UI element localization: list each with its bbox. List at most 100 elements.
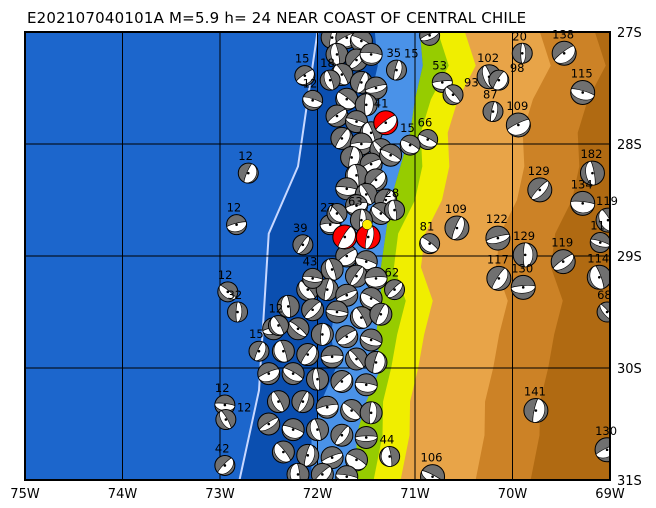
beachball-center <box>360 218 363 222</box>
cluster-event <box>315 278 339 302</box>
cluster-event <box>335 177 359 201</box>
beachball-center <box>235 223 238 226</box>
depth-label: 12 <box>269 301 284 315</box>
beachball-center <box>296 327 300 331</box>
beachball-center <box>325 288 329 291</box>
beachball-center <box>523 253 527 257</box>
beachball-dilatation <box>507 119 531 136</box>
depth-label: 138 <box>552 27 574 41</box>
cluster-event <box>335 244 359 268</box>
cluster-event <box>364 76 388 100</box>
depth-label: 12 <box>238 149 253 163</box>
depth-label: 102 <box>477 51 499 65</box>
event <box>442 84 464 106</box>
beachball-center <box>364 193 368 196</box>
beachball-center <box>562 51 566 55</box>
beachball-center <box>350 156 353 159</box>
beachball-center <box>223 403 227 407</box>
beachball-center <box>345 293 349 297</box>
event <box>594 437 610 463</box>
depth-label: 11 <box>590 219 605 233</box>
map-frame <box>24 31 611 481</box>
event <box>302 89 324 111</box>
cluster-event <box>276 294 300 318</box>
depth-label: 44 <box>380 432 395 446</box>
cluster-event <box>345 347 368 371</box>
event <box>523 398 549 424</box>
depth-label: 15 <box>295 52 310 66</box>
depth-label: 43 <box>303 254 318 268</box>
beachball-center <box>355 58 358 62</box>
cluster-event <box>325 300 349 324</box>
event <box>595 207 610 233</box>
cluster-event <box>325 42 349 66</box>
cluster-event <box>379 143 403 167</box>
target-event <box>332 224 358 250</box>
beachball-center <box>296 473 300 476</box>
event <box>319 69 341 91</box>
event <box>217 281 239 303</box>
depth-label: 66 <box>418 116 433 130</box>
event <box>326 202 348 224</box>
beachball-center <box>395 68 398 72</box>
beachball-dilatation <box>595 444 610 459</box>
beachball-center <box>369 53 373 56</box>
beachball-center <box>497 78 501 82</box>
beachball-center <box>340 433 344 437</box>
beachball-center <box>369 338 373 342</box>
event <box>399 134 421 156</box>
cluster-event <box>364 266 388 290</box>
beachball-center <box>301 243 305 247</box>
beachball-dilatation <box>312 367 320 391</box>
depth-label: 114 <box>587 251 609 265</box>
beachball-center <box>426 138 429 141</box>
beachball-center <box>223 464 227 467</box>
beachball-dilatation <box>337 226 356 249</box>
event <box>550 249 576 275</box>
beachball-center <box>345 254 349 258</box>
beachball-center <box>340 73 344 76</box>
beachball-center <box>369 131 373 135</box>
beachball-center <box>267 372 271 375</box>
beachball-center <box>497 277 501 280</box>
beachball-center <box>369 162 373 166</box>
beachball-dilatation <box>235 301 243 323</box>
beachball-center <box>355 174 358 177</box>
cluster-event <box>340 145 364 169</box>
cluster-event <box>301 298 325 322</box>
beachball-dilatation <box>380 446 393 467</box>
cluster-event <box>335 87 359 111</box>
event <box>482 101 504 123</box>
lon-tick-label: 69W <box>595 487 625 502</box>
beachball-center <box>389 153 392 157</box>
depth-label: 15 <box>249 327 264 341</box>
beachball-center <box>267 422 271 426</box>
depth-label: 130 <box>595 424 617 438</box>
event <box>227 301 249 323</box>
beachball-center <box>325 405 329 409</box>
beachball-center <box>369 297 373 300</box>
event <box>512 242 538 268</box>
cluster-event <box>320 345 344 369</box>
beachball-center <box>306 454 310 457</box>
beachball-center <box>441 81 444 84</box>
beachball-center <box>335 114 339 118</box>
event <box>511 42 533 64</box>
beachball-dilatation <box>375 303 389 325</box>
beachball-dilatation <box>387 199 397 221</box>
beachball-center <box>311 308 314 312</box>
cluster-event <box>349 306 373 330</box>
beachball-dilatation <box>393 60 403 81</box>
beachball-center <box>534 409 538 412</box>
event <box>237 162 259 184</box>
event <box>510 274 536 300</box>
beachball-center <box>301 400 305 403</box>
beachball-dilatation <box>598 209 610 232</box>
beachball-center <box>360 316 363 319</box>
beachball-center <box>360 142 363 146</box>
depth-label: 109 <box>445 202 467 216</box>
event <box>527 177 553 203</box>
beachball-center <box>355 458 358 462</box>
beachball-center <box>455 226 459 230</box>
event <box>384 279 406 301</box>
